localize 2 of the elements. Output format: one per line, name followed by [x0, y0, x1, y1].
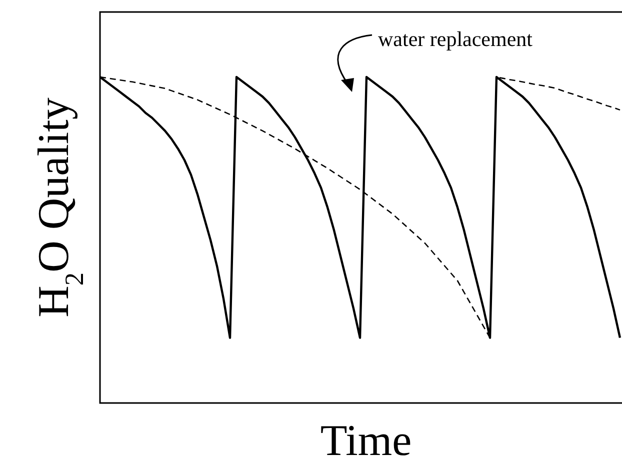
x-axis-title: Time — [320, 416, 412, 465]
text: water replacement — [378, 27, 533, 51]
